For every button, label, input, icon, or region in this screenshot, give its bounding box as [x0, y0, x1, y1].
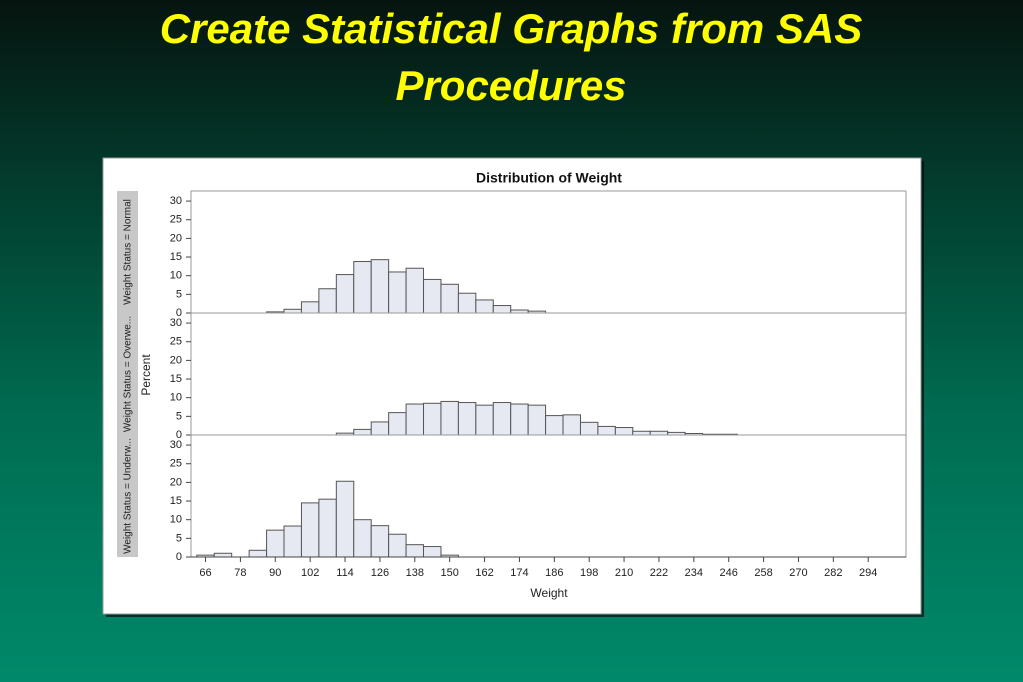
x-tick-label: 222: [650, 567, 668, 579]
x-tick-label: 150: [440, 567, 458, 579]
y-tick-label: 25: [170, 458, 182, 470]
histogram-bar: [405, 403, 425, 436]
histogram-bar: [335, 274, 355, 314]
histogram-bar: [370, 525, 390, 558]
slide-title: Create Statistical Graphs from SAS Proce…: [159, 5, 863, 109]
histogram-bar: [440, 283, 459, 314]
histogram-bar: [597, 425, 616, 436]
x-tick-label: 114: [336, 567, 354, 579]
y-tick-label: 20: [170, 354, 182, 366]
x-tick-label: 210: [615, 567, 633, 579]
y-tick-label: 20: [170, 232, 182, 244]
histogram-bar: [213, 552, 233, 558]
histogram-bar: [475, 404, 494, 436]
histogram-bar: [353, 519, 372, 558]
y-tick-label: 5: [176, 410, 182, 422]
x-tick-label: 174: [510, 567, 528, 579]
histogram-bar: [388, 533, 407, 558]
x-tick-label: 270: [789, 567, 807, 579]
y-axis-label: Percent: [139, 354, 153, 396]
histogram-bar: [457, 402, 477, 436]
y-tick-label: 30: [170, 317, 182, 329]
x-tick-label: 294: [859, 567, 877, 579]
histogram-bar: [283, 525, 302, 558]
histogram-bar: [423, 546, 442, 558]
y-tick-label: 30: [170, 195, 182, 207]
histogram-bar: [545, 415, 564, 436]
histogram-bar: [283, 308, 302, 314]
histogram-bar: [266, 529, 285, 558]
y-tick-label: 25: [170, 214, 182, 226]
histogram-bar: [579, 421, 599, 436]
histogram-bar: [370, 421, 390, 436]
row-label: Weight Status = Underw...: [123, 438, 134, 554]
histogram-bar: [388, 412, 407, 436]
histogram-bar: [632, 430, 651, 436]
x-tick-label: 162: [475, 567, 493, 579]
histogram-bar: [492, 402, 512, 436]
y-tick-label: 15: [170, 373, 182, 385]
x-tick-label: 198: [580, 567, 598, 579]
y-tick-label: 5: [176, 532, 182, 544]
x-tick-label: 66: [199, 567, 211, 579]
histogram-bar: [335, 480, 355, 558]
y-tick-label: 10: [170, 514, 182, 526]
y-tick-label: 20: [170, 476, 182, 488]
chart-background: [102, 157, 922, 615]
y-tick-label: 5: [176, 288, 182, 300]
x-tick-label: 258: [754, 567, 772, 579]
histogram-bar: [649, 430, 669, 436]
x-tick-label: 186: [545, 567, 563, 579]
y-tick-label: 25: [170, 336, 182, 348]
histogram-bar: [405, 544, 425, 558]
y-tick-label: 0: [176, 551, 182, 563]
row-label-strip: [117, 191, 138, 557]
histogram-bar: [562, 414, 581, 436]
histogram-bar: [492, 305, 512, 314]
x-tick-label: 78: [234, 567, 246, 579]
histogram-bar: [300, 301, 320, 314]
y-tick-label: 10: [170, 270, 182, 282]
histogram-bar: [475, 299, 494, 314]
histogram-bar: [510, 403, 529, 436]
x-tick-label: 90: [269, 567, 281, 579]
y-tick-label: 10: [170, 392, 182, 404]
x-tick-label: 246: [720, 567, 738, 579]
histogram-bar: [388, 271, 407, 314]
y-tick-label: 0: [176, 307, 182, 319]
x-tick-label: 138: [406, 567, 424, 579]
histogram-bar: [457, 292, 477, 314]
histogram-bar: [318, 288, 337, 314]
histogram-bar: [423, 402, 442, 436]
histogram-bar: [318, 498, 337, 558]
y-tick-label: 30: [170, 439, 182, 451]
y-tick-label: 15: [170, 495, 182, 507]
x-tick-label: 282: [824, 567, 842, 579]
histogram-bar: [300, 502, 320, 558]
histogram-bar: [614, 427, 634, 436]
histogram-bar: [527, 404, 547, 436]
x-tick-label: 234: [685, 567, 703, 579]
histogram-bar: [248, 549, 268, 558]
x-tick-label: 126: [371, 567, 389, 579]
histogram-bar: [423, 278, 442, 314]
histogram-bar: [353, 428, 372, 436]
histogram-bar: [440, 400, 459, 436]
histogram-bar: [353, 261, 372, 314]
y-tick-label: 0: [176, 429, 182, 441]
y-tick-label: 15: [170, 251, 182, 263]
histogram-bar: [405, 267, 425, 314]
histogram-bar: [370, 259, 390, 314]
x-axis-label: Weight: [530, 586, 568, 600]
row-label: Weight Status = Overwe...: [123, 316, 134, 432]
row-label: Weight Status = Normal: [123, 199, 134, 305]
x-tick-label: 102: [301, 567, 319, 579]
chart-title: Distribution of Weight: [476, 170, 622, 186]
